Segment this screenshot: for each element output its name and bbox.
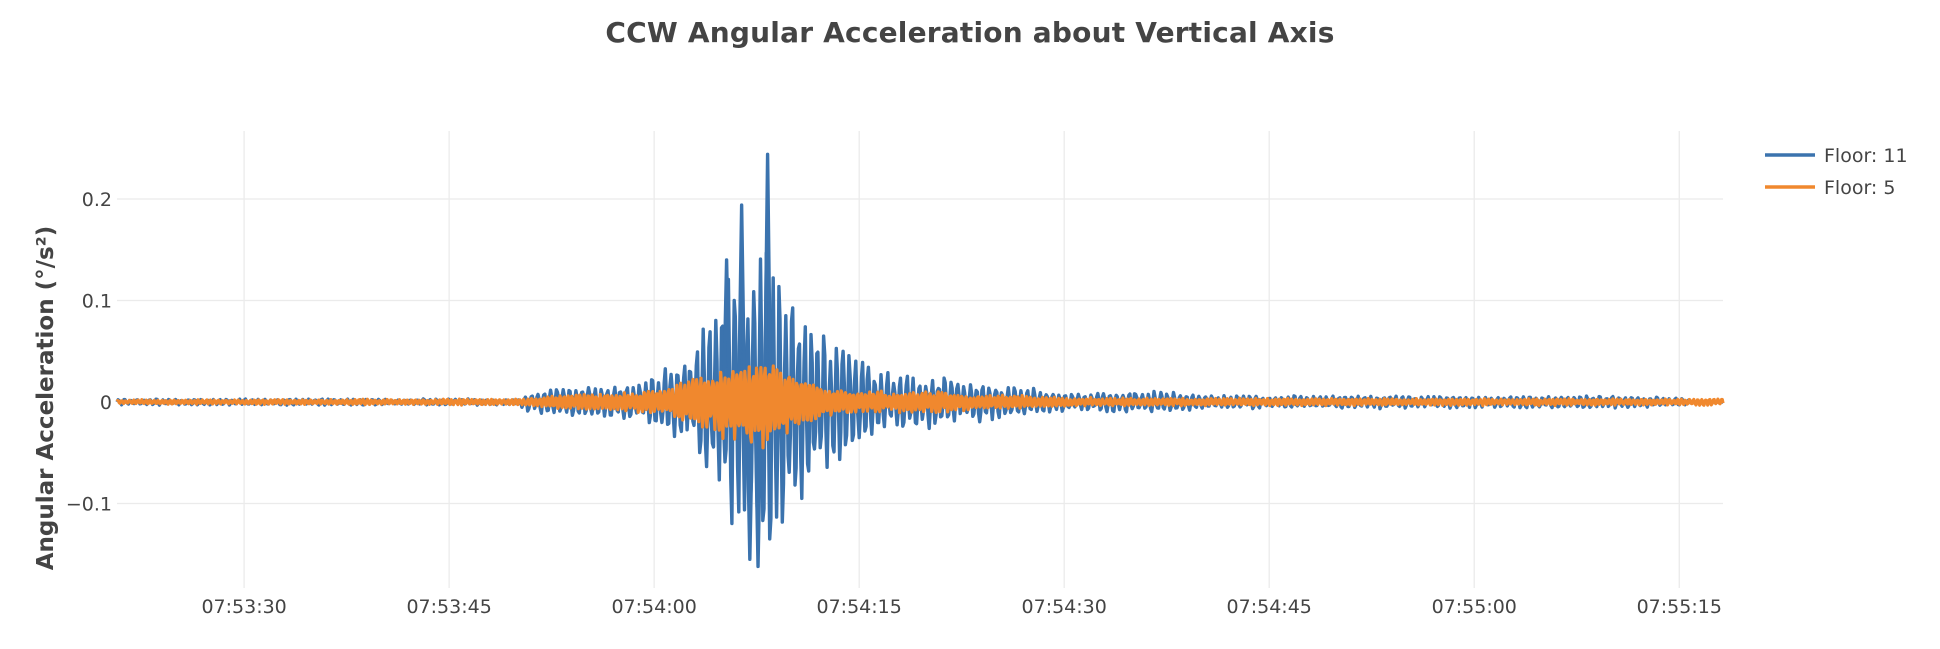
x-tick-label: 07:55:15 [1637,596,1722,618]
chart-title: CCW Angular Acceleration about Vertical … [605,16,1335,49]
x-tick-label: 07:54:30 [1022,596,1107,618]
legend-item-floor-5[interactable]: Floor: 5 [1765,177,1895,199]
trace-spike [753,401,763,569]
y-tick-label: 0.2 [82,189,112,211]
trace-spike [745,401,755,562]
y-tick-label: −0.1 [66,494,112,516]
x-tick-label: 07:54:45 [1227,596,1312,618]
legend-item-floor-11[interactable]: Floor: 11 [1765,145,1908,167]
x-tick-label: 07:55:00 [1432,596,1517,618]
legend[interactable]: Floor: 11 Floor: 5 [1765,145,1908,199]
y-tick-label: 0.1 [82,291,112,313]
x-tick-label: 07:54:00 [611,596,696,618]
x-axis-ticks: 07:53:30 07:53:45 07:54:00 07:54:15 07:54:30… [201,596,1721,618]
y-axis-ticks: 0.2 0.1 0 −0.1 [66,189,112,516]
x-tick-label: 07:54:15 [817,596,902,618]
y-tick-label: 0 [100,392,112,414]
trace-spike [736,203,747,403]
plot-area[interactable] [115,152,1725,569]
x-tick-label: 07:53:45 [406,596,491,618]
trace-spike [762,152,773,403]
x-tick-label: 07:53:30 [201,596,286,618]
trace-floor-5[interactable] [115,364,1725,450]
y-axis-label: Angular Acceleration (°/s²) [33,226,59,571]
trace-spike [721,258,732,403]
legend-label-floor-11: Floor: 11 [1824,145,1908,167]
grid-lines [117,131,1723,588]
legend-label-floor-5: Floor: 5 [1824,177,1895,199]
